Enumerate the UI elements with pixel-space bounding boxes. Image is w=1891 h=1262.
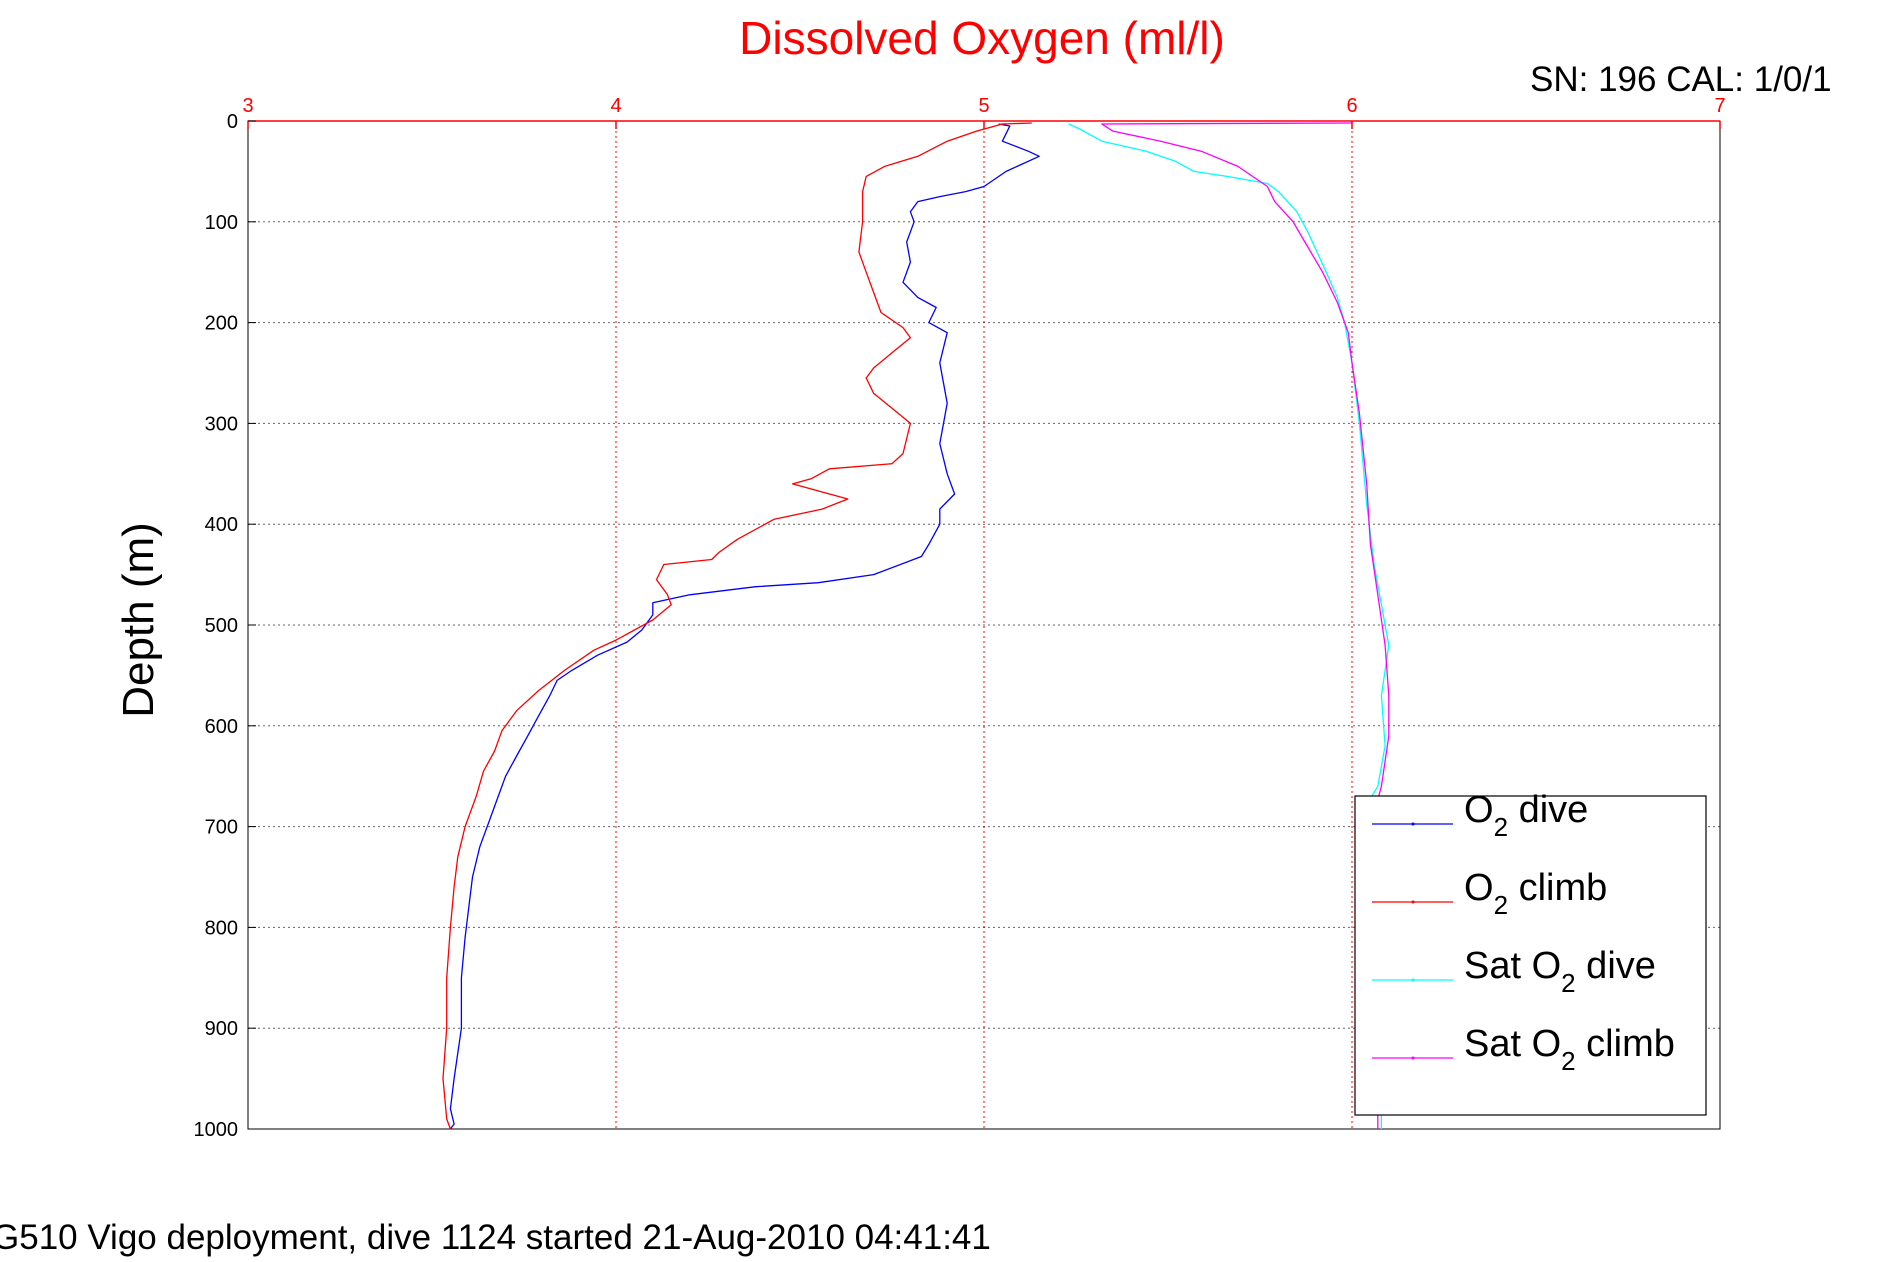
y-tick-label: 500 — [205, 615, 238, 637]
y-tick-label: 300 — [205, 413, 238, 435]
y-axis-label: Depth (m) — [114, 522, 163, 718]
y-tick-label: 600 — [205, 716, 238, 738]
legend-marker-4 — [1411, 1056, 1415, 1060]
legend-label-text: O — [1464, 867, 1494, 909]
legend-label-1: O2 dive — [1464, 789, 1588, 842]
legend-marker-3 — [1411, 978, 1415, 982]
y-tick-label: 800 — [205, 917, 238, 939]
x-tick-label: 6 — [1346, 95, 1357, 117]
legend-label-subscript: 2 — [1561, 968, 1575, 998]
legend-label-text: climb — [1576, 1023, 1675, 1065]
legend-label-text: climb — [1508, 867, 1607, 909]
legend-marker-2 — [1411, 900, 1415, 904]
x-tick-label: 5 — [978, 95, 989, 117]
x-tick-label: 4 — [610, 95, 621, 117]
legend-label-subscript: 2 — [1561, 1046, 1575, 1076]
y-tick-label: 200 — [205, 313, 238, 335]
footer-text: G510 Vigo deployment, dive 1124 started … — [0, 1218, 991, 1257]
series-line-2 — [442, 122, 1032, 1130]
legend-label-subscript: 2 — [1494, 890, 1508, 920]
y-tick-label: 900 — [205, 1018, 238, 1040]
x-tick-label: 3 — [242, 95, 253, 117]
legend-label-subscript: 2 — [1494, 812, 1508, 842]
y-tick-label: 100 — [205, 212, 238, 234]
x-tick-label: 7 — [1714, 95, 1725, 117]
legend-label-text: dive — [1508, 789, 1588, 831]
legend-label-4: Sat O2 climb — [1464, 1023, 1675, 1076]
legend-label-text: Sat O — [1464, 1023, 1561, 1065]
legend-label-text: dive — [1576, 945, 1656, 987]
legend-box — [1354, 795, 1707, 1116]
legend-marker-1 — [1411, 822, 1415, 826]
y-tick-label: 1000 — [194, 1119, 239, 1141]
legend-label-text: Sat O — [1464, 945, 1561, 987]
chart-title: Dissolved Oxygen (ml/l) — [739, 12, 1225, 64]
legend-label-text: O — [1464, 789, 1494, 831]
corner-text: SN: 196 CAL: 1/0/1 — [1530, 60, 1832, 99]
y-tick-label: 0 — [227, 111, 238, 133]
legend-label-3: Sat O2 dive — [1464, 945, 1656, 998]
legend-label-2: O2 climb — [1464, 867, 1607, 920]
tick-layer: 3 4 5 6 7 0 100 200 300 400 500 600 700 800 900 1000 — [194, 95, 1726, 1141]
series-line-1 — [449, 123, 1040, 1130]
y-tick-label: 700 — [205, 817, 238, 839]
y-tick-label: 400 — [205, 514, 238, 536]
